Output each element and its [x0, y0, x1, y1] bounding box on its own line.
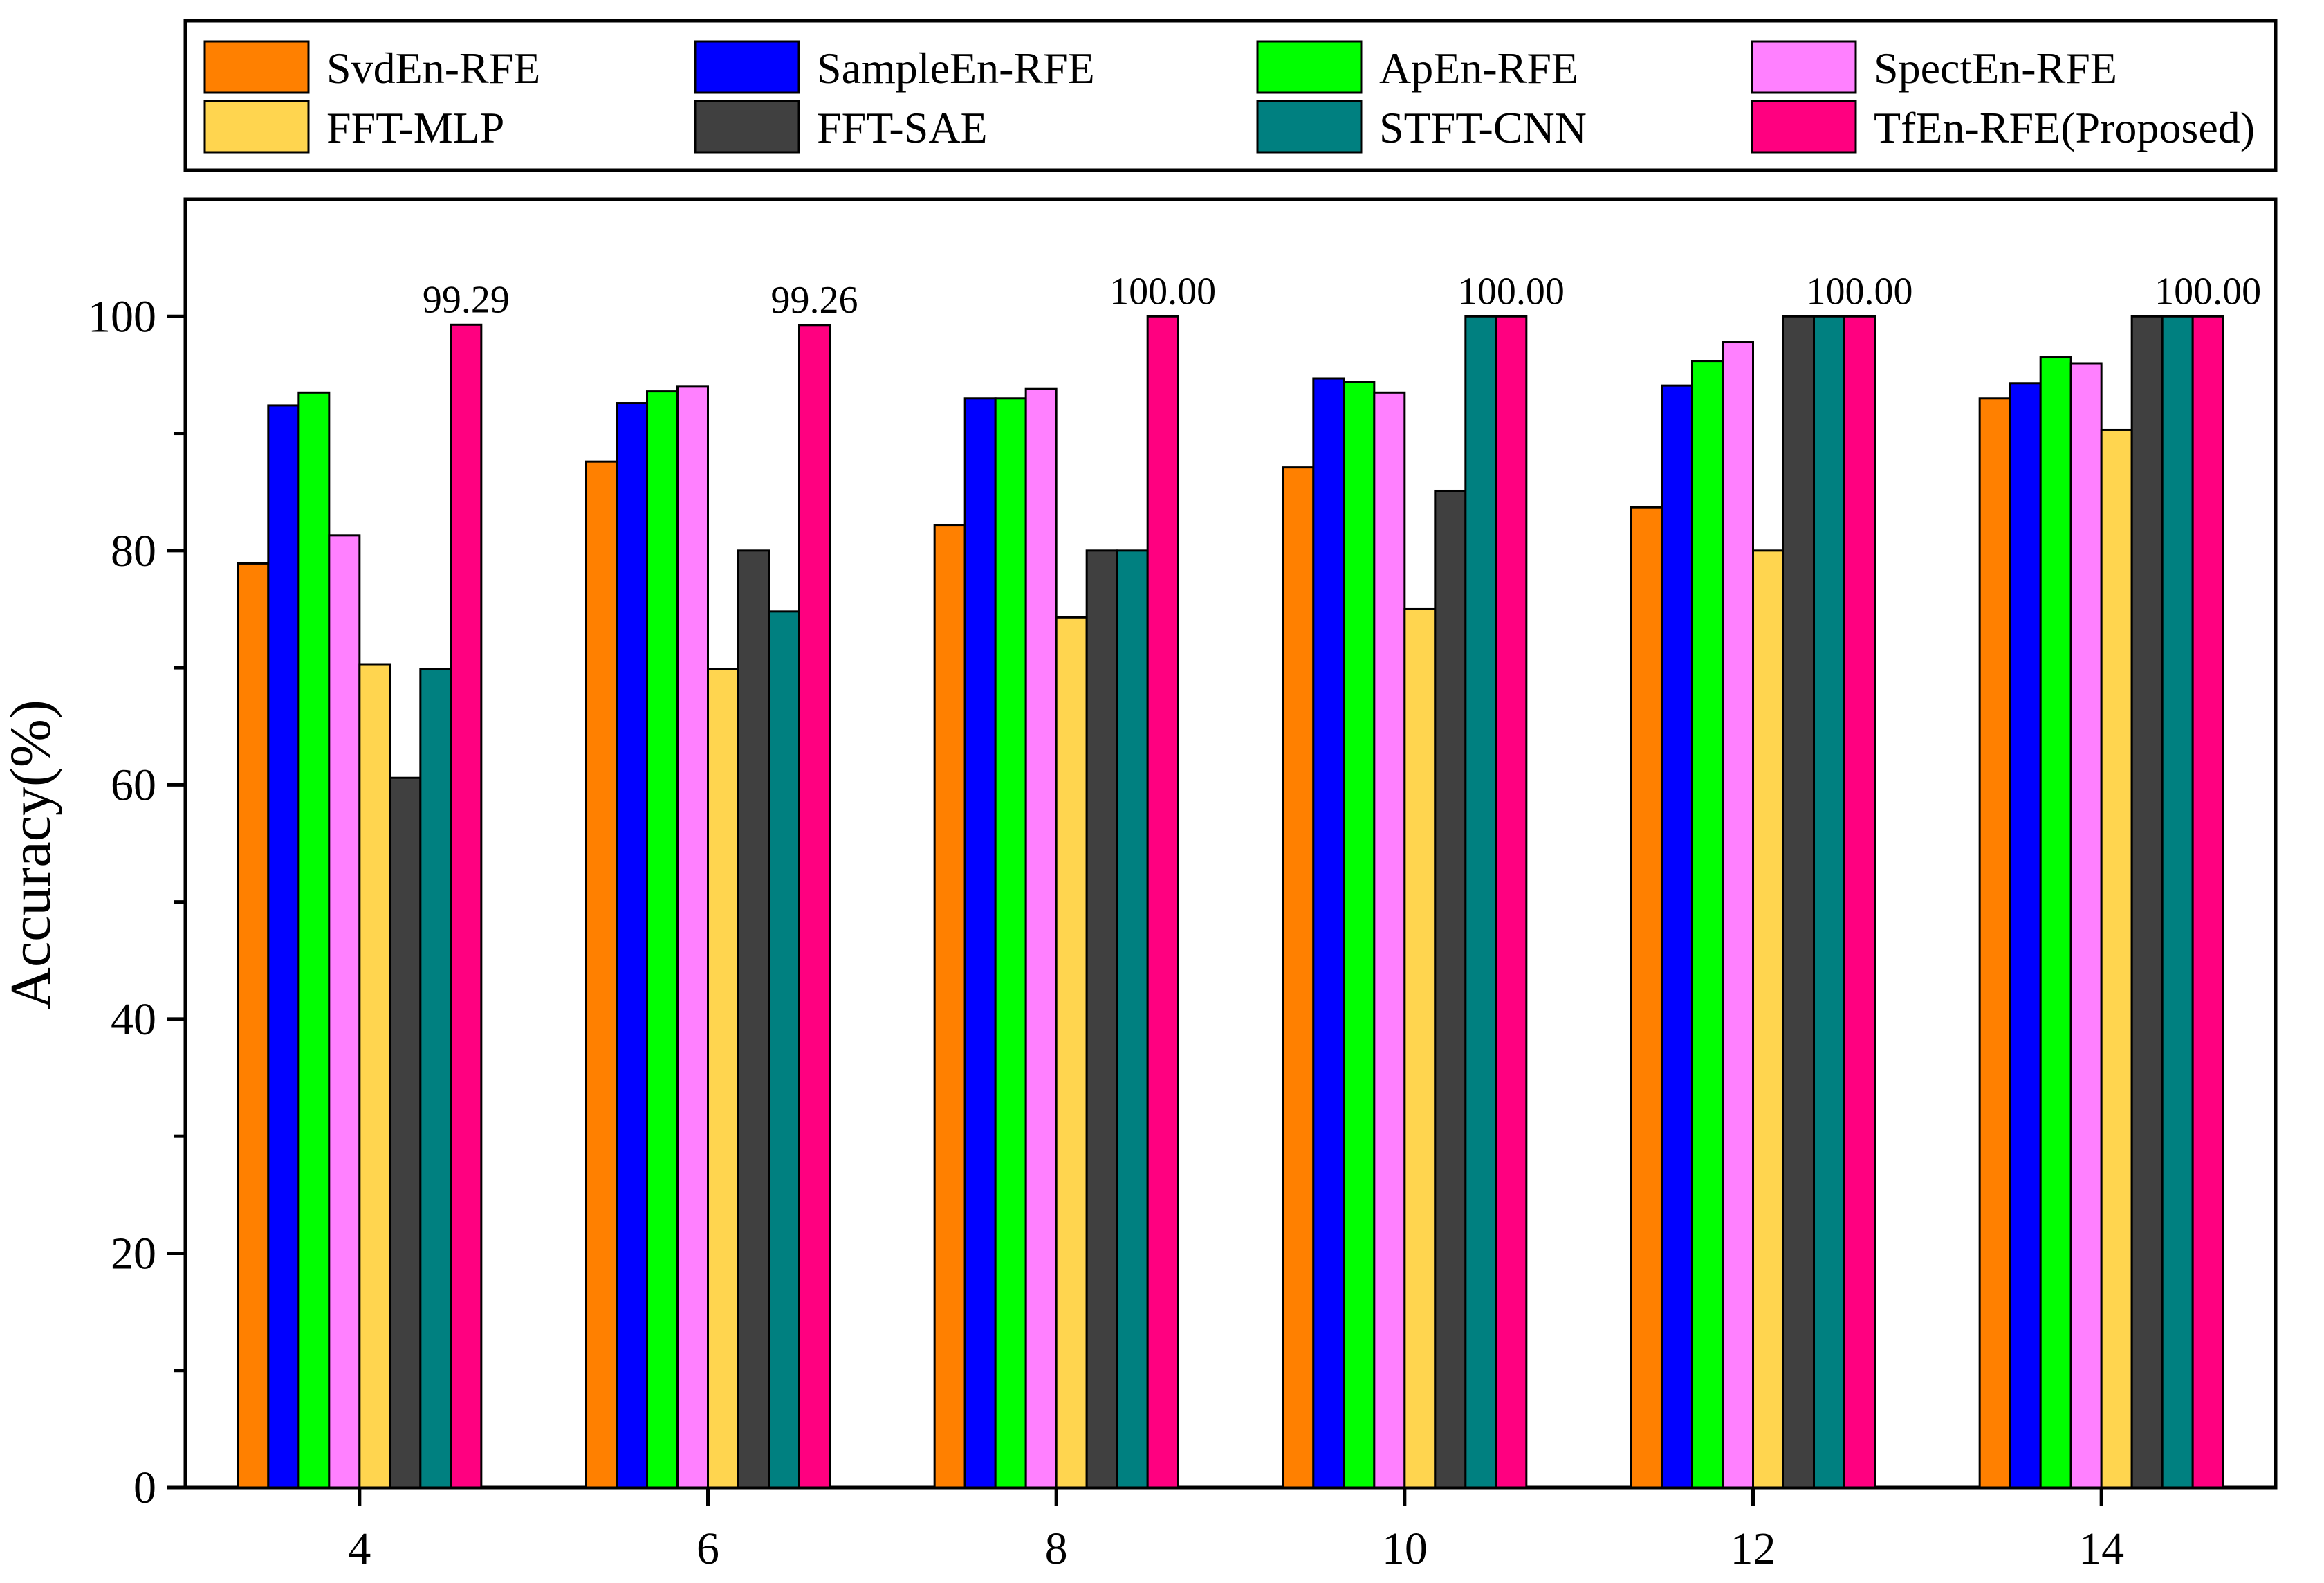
legend-label-specten-rfe: SpectEn-RFE	[1874, 44, 2117, 93]
bar-fft-sae-10	[1434, 489, 1467, 1489]
bar-specten-rfe-14	[2069, 362, 2103, 1489]
bar-fft-sae-8	[1085, 549, 1118, 1489]
bar-stft-cnn-4	[419, 668, 452, 1489]
bar-specten-rfe-6	[676, 385, 709, 1489]
legend-swatch-sampleen-rfe	[694, 40, 800, 94]
bar-fft-mlp-10	[1403, 607, 1437, 1489]
bar-fft-mlp-6	[707, 668, 739, 1489]
bar-svden-rfe-6	[585, 460, 618, 1489]
legend: SvdEn-RFE SampleEn-RFE ApEn-RFE SpectEn-RFE…	[183, 19, 2278, 172]
y-tick-label-0: 0	[133, 1463, 156, 1513]
legend-label-fft-sae: FFT-SAE	[817, 103, 988, 152]
bar-fft-sae-6	[737, 549, 770, 1489]
x-tick-label-4: 4	[348, 1523, 371, 1574]
x-axis: 4 6 8 10 12 14	[348, 1488, 2124, 1574]
y-axis: 0 20 40 60 80 100	[88, 291, 185, 1513]
bar-tfen-rfe-proposed-14	[2191, 315, 2224, 1489]
bar-sampleen-rfe-10	[1312, 377, 1345, 1489]
bar-svden-rfe-12	[1630, 506, 1663, 1489]
bar-tfen-rfe-proposed-8	[1146, 315, 1179, 1489]
bar-fft-mlp-12	[1752, 549, 1784, 1489]
bar-tfen-rfe-proposed-10	[1495, 315, 1528, 1489]
x-tick-label-6: 6	[697, 1523, 719, 1574]
y-tick-label-40: 40	[111, 994, 156, 1045]
bar-stft-cnn-14	[2161, 315, 2194, 1489]
bar-apen-rfe-14	[2039, 356, 2072, 1489]
legend-box	[183, 19, 2278, 172]
bar-sampleen-rfe-8	[963, 397, 997, 1489]
bar-tfen-rfe-proposed-6	[798, 324, 831, 1489]
data-label-14: 100.00	[2155, 270, 2261, 313]
legend-swatch-stft-cnn	[1256, 100, 1363, 154]
bar-fft-mlp-4	[358, 663, 391, 1489]
bar-stft-cnn-8	[1116, 549, 1149, 1489]
legend-swatch-tfen-rfe-proposed	[1751, 100, 1857, 154]
x-tick-label-8: 8	[1045, 1523, 1068, 1574]
bar-fft-sae-4	[389, 776, 422, 1489]
bar-svden-rfe-10	[1282, 466, 1315, 1489]
bar-fft-sae-14	[2130, 315, 2164, 1489]
bar-apen-rfe-12	[1691, 360, 1724, 1489]
legend-swatch-fft-mlp	[203, 100, 310, 154]
data-label-12: 100.00	[1807, 270, 1913, 313]
bar-apen-rfe-10	[1343, 381, 1376, 1489]
x-tick-label-10: 10	[1382, 1523, 1428, 1574]
bar-apen-rfe-4	[297, 391, 331, 1489]
y-tick-label-80: 80	[111, 526, 156, 576]
y-axis-label: Accuracy(%)	[0, 699, 63, 1009]
legend-label-tfen-rfe-proposed: TfEn-RFE(Proposed)	[1874, 103, 2255, 152]
bar-sampleen-rfe-6	[616, 402, 648, 1489]
bar-svden-rfe-14	[1978, 397, 2011, 1489]
bar-apen-rfe-8	[994, 397, 1027, 1489]
y-tick-label-20: 20	[111, 1228, 156, 1279]
bar-stft-cnn-10	[1464, 315, 1497, 1489]
legend-label-stft-cnn: STFT-CNN	[1379, 103, 1587, 152]
legend-swatch-specten-rfe	[1751, 40, 1857, 94]
bar-sampleen-rfe-12	[1661, 384, 1693, 1489]
x-tick-label-12: 12	[1731, 1523, 1776, 1574]
bar-svden-rfe-4	[237, 562, 270, 1489]
legend-label-svden-rfe: SvdEn-RFE	[326, 44, 540, 93]
bar-fft-mlp-14	[2100, 428, 2133, 1489]
bar-fft-sae-12	[1782, 315, 1815, 1489]
data-label-10: 100.00	[1458, 270, 1565, 313]
plot-area: 99.29 99.26 100.00 100.00 100.00 100.00	[183, 197, 2278, 1490]
data-label-8: 100.00	[1109, 270, 1216, 313]
legend-swatch-svden-rfe	[203, 40, 310, 94]
bar-tfen-rfe-proposed-12	[1843, 315, 1876, 1489]
bar-stft-cnn-6	[768, 610, 800, 1489]
x-tick-label-14: 14	[2078, 1523, 2124, 1574]
bar-sampleen-rfe-14	[2009, 382, 2042, 1489]
bar-specten-rfe-8	[1024, 387, 1058, 1489]
legend-label-fft-mlp: FFT-MLP	[326, 103, 504, 152]
bar-sampleen-rfe-4	[267, 404, 300, 1489]
bar-specten-rfe-12	[1722, 341, 1754, 1489]
bar-stft-cnn-12	[1813, 315, 1845, 1489]
legend-label-sampleen-rfe: SampleEn-RFE	[817, 44, 1095, 93]
plot-frame	[183, 197, 2278, 1490]
y-tick-label-100: 100	[88, 291, 156, 342]
y-tick-label-60: 60	[111, 760, 156, 810]
data-label-4: 99.29	[423, 278, 510, 321]
bar-specten-rfe-4	[328, 534, 361, 1489]
bar-svden-rfe-8	[933, 524, 966, 1489]
legend-swatch-fft-sae	[694, 100, 800, 154]
bar-fft-mlp-8	[1055, 616, 1088, 1489]
bar-apen-rfe-6	[646, 390, 679, 1489]
data-label-6: 99.26	[771, 279, 858, 322]
legend-label-apen-rfe: ApEn-RFE	[1379, 44, 1578, 93]
bar-specten-rfe-10	[1373, 391, 1406, 1489]
bar-tfen-rfe-proposed-4	[450, 323, 483, 1489]
legend-swatch-apen-rfe	[1256, 40, 1363, 94]
